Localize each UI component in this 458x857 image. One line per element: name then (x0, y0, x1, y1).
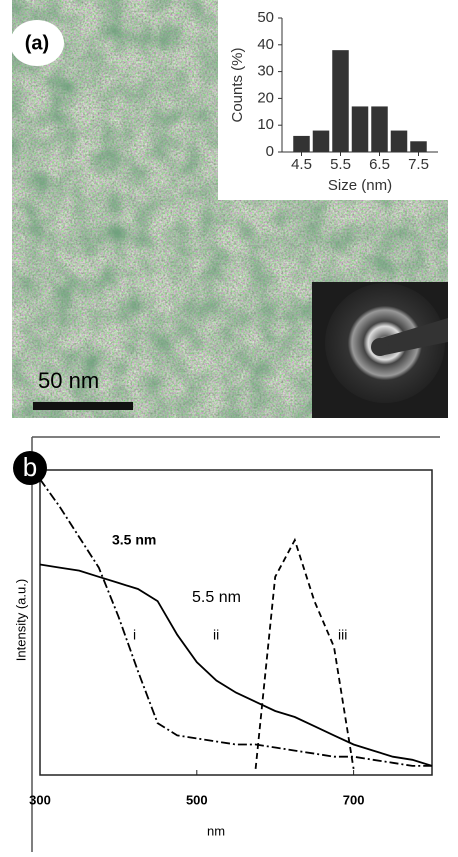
bar (332, 50, 349, 152)
figure: (a) 50 nm b 0 10 20 30 40 50 4.5 5.5 6.5 7.5 Count… (0, 0, 458, 852)
curve-label: ii (213, 627, 219, 643)
y-axis-label: Counts (%) (229, 47, 246, 122)
beam-stop-tip (371, 338, 389, 356)
x-tick-label: 700 (343, 792, 365, 807)
y-tick-label: 50 (257, 9, 274, 26)
x-tick-label: 4.5 (291, 156, 312, 173)
x-tick-label: 5.5 (330, 156, 351, 173)
panel-b-frame: b (13, 437, 440, 852)
x-tick-label: 6.5 (369, 156, 390, 173)
panel-label: b (23, 452, 37, 482)
x-axis-label: nm (207, 823, 225, 838)
y-tick-label: 30 (257, 63, 274, 80)
page: (a) 50 nm b 0 10 20 30 40 50 4.5 5.5 6.5 7.5 Count… (0, 0, 458, 852)
curve (256, 540, 354, 769)
y-tick-label: 20 (257, 89, 274, 106)
y-tick-label: 0 (266, 143, 274, 160)
scale-label: 50 nm (38, 368, 99, 393)
bar (410, 141, 427, 152)
panel-label: (a) (25, 32, 49, 54)
bar (313, 131, 330, 152)
x-tick-label: 300 (29, 792, 51, 807)
diffraction-inset (312, 282, 448, 418)
x-axis-label: Size (nm) (328, 177, 392, 194)
bar (293, 136, 310, 152)
y-axis-label: Intensity (a.u.) (13, 579, 28, 661)
curve-label: i (133, 627, 136, 643)
x-tick-label: 500 (186, 792, 208, 807)
y-tick-label: 40 (257, 36, 274, 53)
bar (391, 131, 408, 152)
bar (352, 106, 369, 152)
x-tick-label: 7.5 (408, 156, 429, 173)
scale-bar (33, 402, 133, 410)
annotation: 3.5 nm (112, 532, 156, 548)
plot-box (40, 470, 432, 775)
curve (40, 479, 432, 766)
bar (371, 106, 388, 152)
annotation: 5.5 nm (192, 589, 241, 606)
y-tick-label: 10 (257, 116, 274, 133)
curve-label: iii (338, 627, 347, 643)
